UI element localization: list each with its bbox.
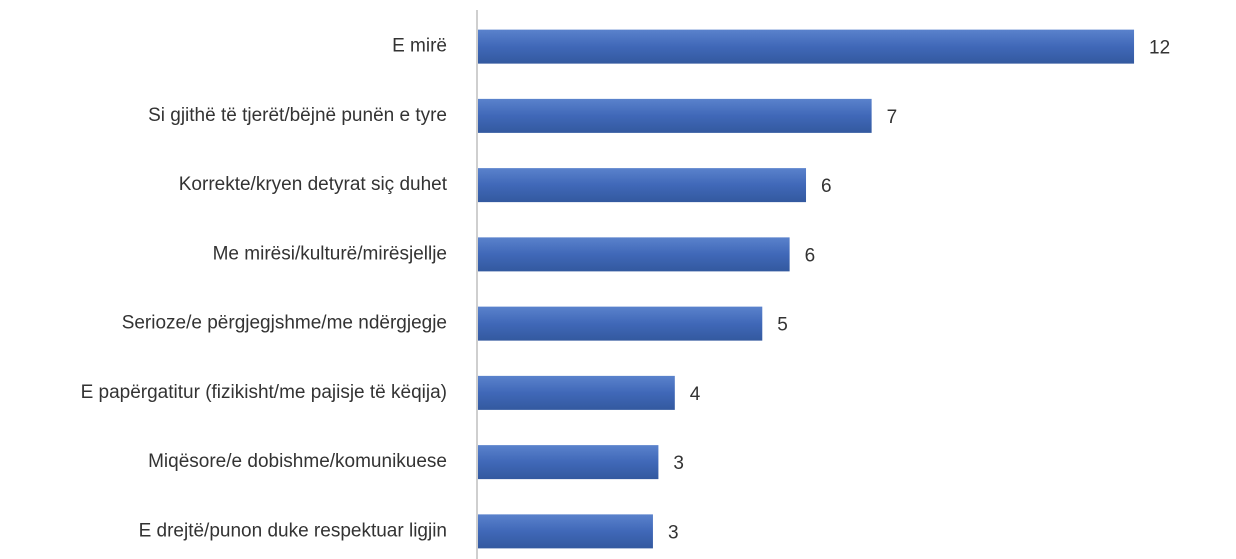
bar <box>478 98 872 133</box>
y-tick-label: E drejtë/punon duke respektuar ligjin <box>139 520 447 541</box>
bar <box>478 237 790 272</box>
y-tick-label: Me mirësi/kulturë/mirësjellje <box>213 243 447 264</box>
value-label: 6 <box>821 176 832 197</box>
value-label: 4 <box>690 384 701 405</box>
value-label: 5 <box>777 315 788 336</box>
value-label: 7 <box>887 107 898 128</box>
bar <box>478 29 1135 64</box>
value-label: 3 <box>668 522 679 543</box>
value-label: 6 <box>805 245 816 266</box>
y-tick-label: E mirë <box>392 36 447 57</box>
value-label: 12 <box>1149 38 1170 59</box>
bar <box>478 306 763 341</box>
bar <box>478 514 653 549</box>
y-tick-label: Korrekte/kryen detyrat siç duhet <box>179 174 448 195</box>
y-tick-label: E papërgatitur (fizikisht/me pajisje të … <box>81 382 447 403</box>
y-tick-label: Serioze/e përgjegjshme/me ndërgjegje <box>122 313 447 334</box>
bar <box>478 445 659 480</box>
y-tick-label: Si gjithë të tjerët/bëjnë punën e tyre <box>148 105 447 126</box>
y-tick-label: Miqësore/e dobishme/komunikuese <box>148 451 447 472</box>
value-label: 3 <box>673 453 684 474</box>
bar <box>478 375 675 410</box>
bar <box>478 168 807 203</box>
